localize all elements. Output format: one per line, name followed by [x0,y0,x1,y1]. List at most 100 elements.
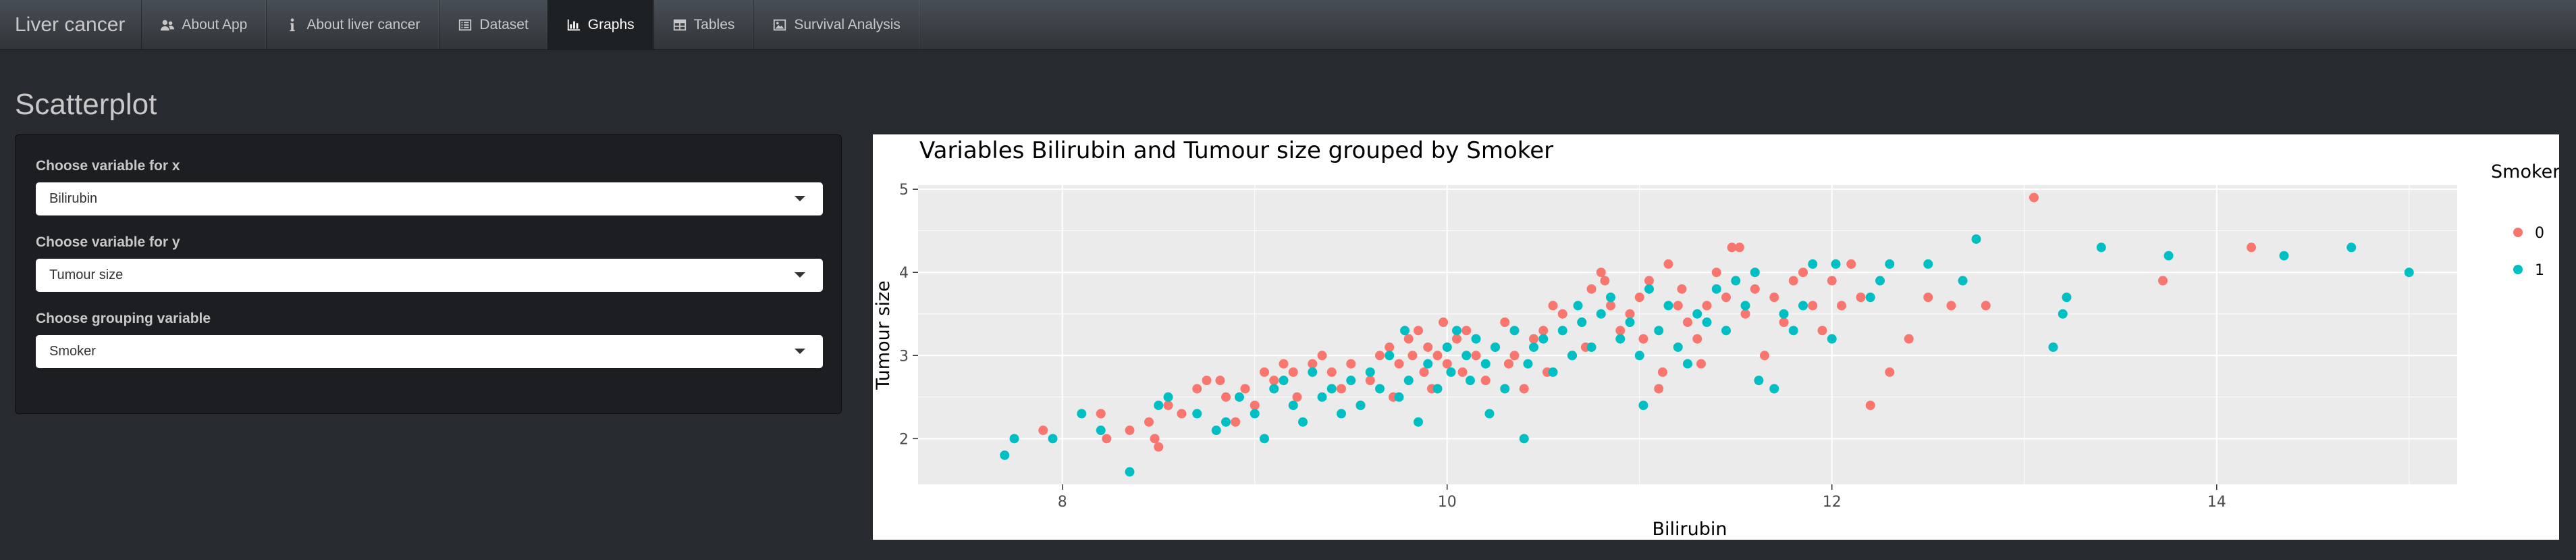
legend-title: Smoker [2491,161,2559,182]
data-point-smoker-0 [1634,292,1644,303]
data-point-smoker-0 [1596,268,1606,278]
x-variable-select[interactable]: Bilirubin [36,182,823,215]
data-point-smoker-0 [1288,367,1298,377]
image-icon [774,19,786,30]
data-point-smoker-0 [1638,334,1648,344]
data-point-smoker-1 [1663,301,1673,311]
data-point-smoker-1 [1808,259,1818,269]
data-point-smoker-1 [1644,284,1654,294]
data-point-smoker-0 [1500,317,1510,328]
grid-minor [918,185,2457,484]
chevron-down-icon [795,349,805,354]
data-point-smoker-1 [1634,351,1644,361]
data-point-smoker-0 [1177,409,1187,419]
data-point-smoker-1 [1769,384,1779,394]
x-tick-label: 10 [1438,494,1457,511]
data-point-smoker-0 [1696,359,1706,369]
data-point-smoker-0 [1692,334,1702,344]
data-point-smoker-0 [1202,376,1212,386]
data-point-smoker-1 [1375,384,1385,394]
data-point-smoker-0 [1673,301,1683,311]
data-point-smoker-0 [1432,351,1443,361]
data-point-smoker-0 [1837,301,1846,311]
y-variable-value: Tumour size [49,268,124,282]
y-tick-label: 4 [899,265,909,282]
plot-background [918,185,2457,484]
data-point-smoker-0 [1677,284,1687,294]
data-point-smoker-1 [1538,334,1549,344]
data-point-smoker-1 [1711,284,1721,294]
data-point-smoker-1 [1491,342,1500,352]
data-point-smoker-0 [1269,376,1279,386]
data-point-smoker-1 [1567,351,1577,361]
data-point-smoker-0 [2157,276,2168,286]
grouping-variable-select[interactable]: Smoker [36,335,823,368]
data-point-smoker-1 [2346,243,2357,253]
data-point-smoker-1 [2096,243,2106,253]
data-point-smoker-0 [1981,301,1991,311]
data-point-smoker-1 [1423,359,1433,369]
data-point-smoker-0 [1240,384,1250,394]
data-point-smoker-1 [2279,251,2289,261]
data-point-smoker-1 [1529,342,1538,352]
data-point-smoker-1 [1000,450,1010,460]
data-point-smoker-0 [1403,334,1414,344]
data-point-smoker-1 [1279,376,1289,386]
data-point-smoker-0 [1192,384,1202,394]
data-point-smoker-1 [1831,259,1841,269]
data-point-smoker-0 [1885,367,1895,377]
data-point-smoker-1 [1573,301,1583,311]
data-point-smoker-0 [1150,434,1160,444]
data-point-smoker-0 [1221,392,1231,402]
data-point-smoker-1 [1731,276,1741,286]
data-point-smoker-1 [1077,409,1087,419]
grouping-variable-group: Choose grouping variable Smoker [36,311,823,368]
nav-tab-about-liver-cancer[interactable]: About liver cancer [266,0,439,49]
data-point-smoker-1 [1754,376,1764,386]
navbar-brand[interactable]: Liver cancer [15,13,126,36]
data-point-smoker-0 [1727,243,1737,253]
data-point-smoker-1 [1586,342,1596,352]
nav-tab-survival-analysis[interactable]: Survival Analysis [753,0,919,49]
data-point-smoker-0 [1365,376,1375,386]
x-tick-label: 12 [1823,494,1842,511]
nav-tab-about-app[interactable]: About App [141,0,267,49]
data-point-smoker-1 [1288,401,1298,411]
data-point-smoker-1 [1009,434,1019,444]
navbar: Liver cancer About App About liver cance… [0,0,2576,50]
data-point-smoker-0 [1519,384,1529,394]
data-point-smoker-0 [1654,384,1664,394]
data-point-smoker-0 [1102,434,1112,444]
data-point-smoker-0 [1144,417,1154,427]
data-point-smoker-0 [1827,276,1837,286]
data-point-smoker-0 [1457,367,1468,377]
x-axis: 8 10 12 14 [1058,484,2226,511]
data-point-smoker-1 [1269,384,1279,394]
data-point-smoker-1 [2404,268,2414,278]
nav-tab-graphs[interactable]: Graphs [547,0,653,49]
data-point-smoker-1 [1702,317,1712,328]
data-point-smoker-0 [1394,359,1404,369]
data-point-smoker-1 [1432,384,1443,394]
data-point-smoker-1 [1509,326,1520,336]
data-point-smoker-1 [1548,367,1558,377]
data-point-smoker-1 [1400,326,1410,336]
data-point-smoker-1 [1875,276,1885,286]
nav-tab-tables[interactable]: Tables [653,0,754,49]
data-point-smoker-1 [1452,326,1461,336]
data-point-smoker-1 [1048,434,1058,444]
data-point-smoker-0 [1096,409,1106,419]
data-point-smoker-0 [1798,268,1808,278]
data-point-smoker-0 [1509,351,1520,361]
grid-major [918,185,2457,484]
chevron-down-icon [795,196,805,201]
data-point-smoker-0 [1346,359,1356,369]
y-variable-select[interactable]: Tumour size [36,259,823,292]
data-point-smoker-1 [1673,342,1683,352]
controls-panel: Choose variable for x Bilirubin Choose v… [15,134,842,414]
nav-tab-dataset[interactable]: Dataset [439,0,547,49]
y-variable-group: Choose variable for y Tumour size [36,234,823,292]
data-point-smoker-0 [1817,326,1827,336]
data-point-smoker-0 [1452,334,1461,344]
